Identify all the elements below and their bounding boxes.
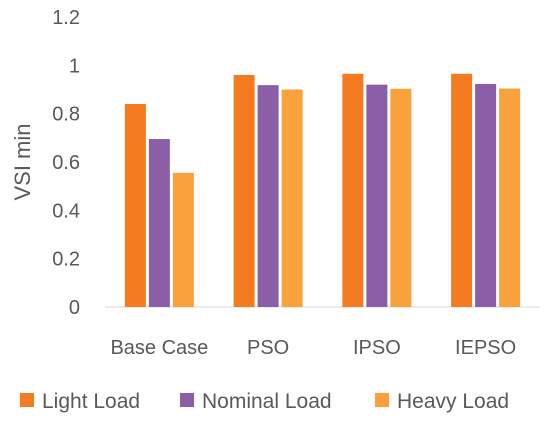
bar-heavy-load (172, 172, 194, 307)
bar-heavy-load (499, 88, 521, 308)
y-tick-label: 0.6 (52, 152, 80, 174)
legend-label: Nominal Load (202, 390, 332, 413)
bar-nominal-load (148, 139, 170, 307)
legend-swatch (180, 393, 194, 407)
x-category-label: PSO (247, 337, 289, 359)
x-axis-categories: Base Case PSO IPSO IEPSO (110, 337, 516, 359)
bar-light-load (451, 73, 473, 308)
bar-heavy-load (390, 88, 412, 308)
y-tick-label: 0.2 (52, 249, 80, 271)
bars (124, 73, 521, 308)
y-tick-label: 1 (69, 55, 80, 77)
bar-light-load (342, 73, 364, 308)
legend-swatch (20, 393, 34, 407)
legend: Light Load Nominal Load Heavy Load (20, 390, 509, 413)
bar-nominal-load (366, 84, 388, 308)
legend-swatch (375, 393, 389, 407)
legend-label: Light Load (42, 390, 140, 413)
x-category-label: IEPSO (455, 337, 516, 359)
y-tick-label: 0.4 (52, 200, 80, 222)
bar-nominal-load (257, 85, 279, 308)
x-category-label: Base Case (110, 337, 208, 359)
y-axis-ticks: 0 0.2 0.4 0.6 0.8 1 1.2 (52, 7, 80, 319)
x-category-label: IPSO (353, 337, 401, 359)
bar-nominal-load (475, 83, 497, 307)
y-axis-label: VSI min (10, 123, 35, 200)
y-tick-label: 0.8 (52, 104, 80, 126)
bar-light-load (233, 75, 255, 307)
bar-light-load (124, 104, 146, 307)
y-tick-label: 0 (69, 297, 80, 319)
legend-label: Heavy Load (397, 390, 509, 413)
bar-heavy-load (281, 89, 303, 307)
y-tick-label: 1.2 (52, 7, 80, 29)
